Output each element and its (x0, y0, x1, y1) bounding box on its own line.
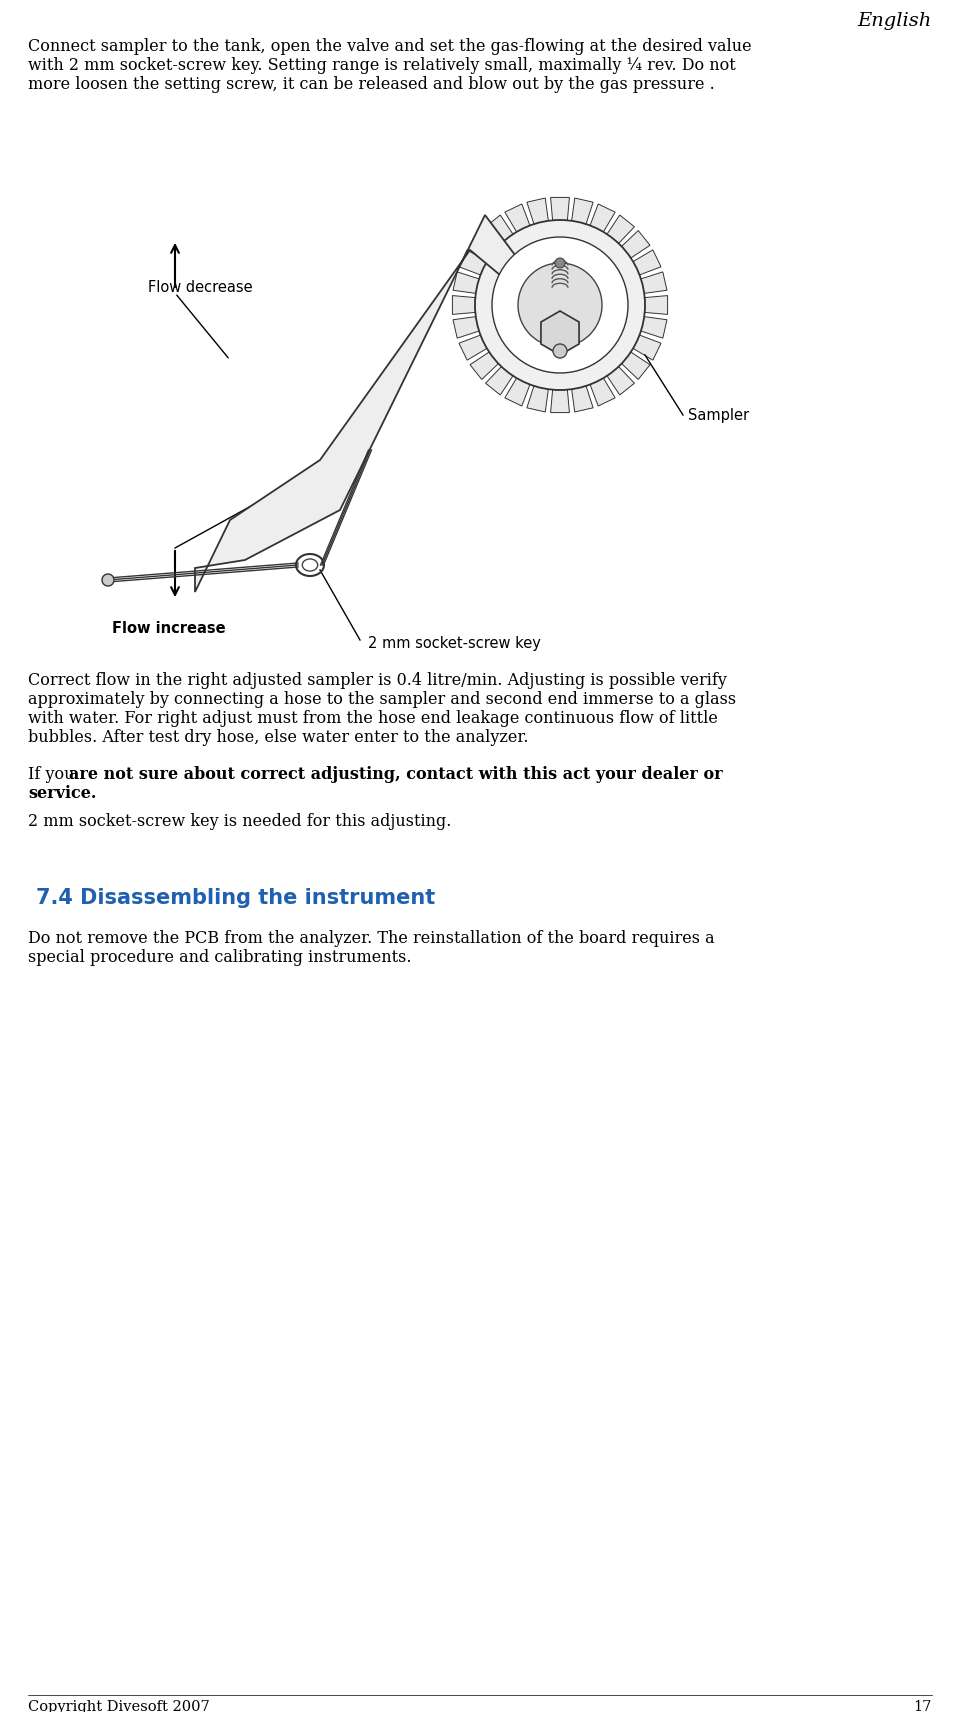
Text: Correct flow in the right adjusted sampler is 0.4 litre/min. Adjusting is possib: Correct flow in the right adjusted sampl… (28, 673, 727, 688)
Polygon shape (453, 272, 479, 293)
Polygon shape (459, 250, 487, 276)
Polygon shape (453, 317, 479, 337)
Circle shape (452, 197, 668, 413)
Text: Connect sampler to the tank, open the valve and set the gas-flowing at the desir: Connect sampler to the tank, open the va… (28, 38, 752, 55)
Polygon shape (641, 272, 667, 293)
Polygon shape (551, 390, 569, 413)
Polygon shape (621, 231, 650, 259)
Polygon shape (527, 385, 548, 413)
Text: 17: 17 (914, 1700, 932, 1712)
Text: 7.4 Disassembling the instrument: 7.4 Disassembling the instrument (36, 889, 435, 907)
Polygon shape (505, 204, 530, 231)
Text: English: English (857, 12, 932, 31)
Polygon shape (470, 353, 498, 380)
Polygon shape (590, 378, 615, 406)
Polygon shape (486, 216, 513, 243)
Polygon shape (607, 216, 635, 243)
Polygon shape (571, 385, 593, 413)
Polygon shape (486, 366, 513, 395)
Circle shape (492, 236, 628, 373)
Circle shape (102, 574, 114, 586)
Polygon shape (645, 296, 667, 315)
Text: Flow increase: Flow increase (112, 620, 226, 635)
Text: with 2 mm socket-screw key. Setting range is relatively small, maximally ¼ rev. : with 2 mm socket-screw key. Setting rang… (28, 56, 735, 74)
Text: Flow decrease: Flow decrease (148, 281, 252, 294)
Polygon shape (590, 204, 615, 231)
Circle shape (553, 344, 567, 358)
Text: are not sure about correct adjusting, contact with this act your dealer or: are not sure about correct adjusting, co… (69, 765, 723, 782)
Polygon shape (527, 199, 548, 224)
Polygon shape (633, 336, 661, 360)
Polygon shape (540, 312, 579, 354)
Text: Sampler: Sampler (688, 407, 749, 423)
Polygon shape (641, 317, 667, 337)
Text: approximately by connecting a hose to the sampler and second end immerse to a gl: approximately by connecting a hose to th… (28, 692, 736, 709)
Polygon shape (633, 250, 661, 276)
Circle shape (518, 264, 602, 348)
Text: 2 mm socket-screw key: 2 mm socket-screw key (368, 635, 540, 651)
Text: bubbles. After test dry hose, else water enter to the analyzer.: bubbles. After test dry hose, else water… (28, 729, 529, 746)
Text: more loosen the setting screw, it can be released and blow out by the gas pressu: more loosen the setting screw, it can be… (28, 75, 715, 92)
Text: special procedure and calibrating instruments.: special procedure and calibrating instru… (28, 948, 412, 966)
Polygon shape (551, 197, 569, 221)
Circle shape (475, 221, 645, 390)
Polygon shape (505, 378, 530, 406)
Text: If you: If you (28, 765, 80, 782)
Text: Do not remove the PCB from the analyzer. The reinstallation of the board require: Do not remove the PCB from the analyzer.… (28, 930, 714, 947)
Text: with water. For right adjust must from the hose end leakage continuous flow of l: with water. For right adjust must from t… (28, 710, 718, 728)
Polygon shape (452, 296, 475, 315)
Text: 2 mm socket-screw key is needed for this adjusting.: 2 mm socket-screw key is needed for this… (28, 813, 451, 830)
Polygon shape (571, 199, 593, 224)
Circle shape (555, 259, 565, 269)
Polygon shape (470, 231, 498, 259)
Text: service.: service. (28, 786, 96, 801)
Polygon shape (607, 366, 635, 395)
Polygon shape (459, 336, 487, 360)
Polygon shape (195, 216, 515, 592)
Text: Copyright Divesoft 2007: Copyright Divesoft 2007 (28, 1700, 209, 1712)
Polygon shape (621, 353, 650, 380)
